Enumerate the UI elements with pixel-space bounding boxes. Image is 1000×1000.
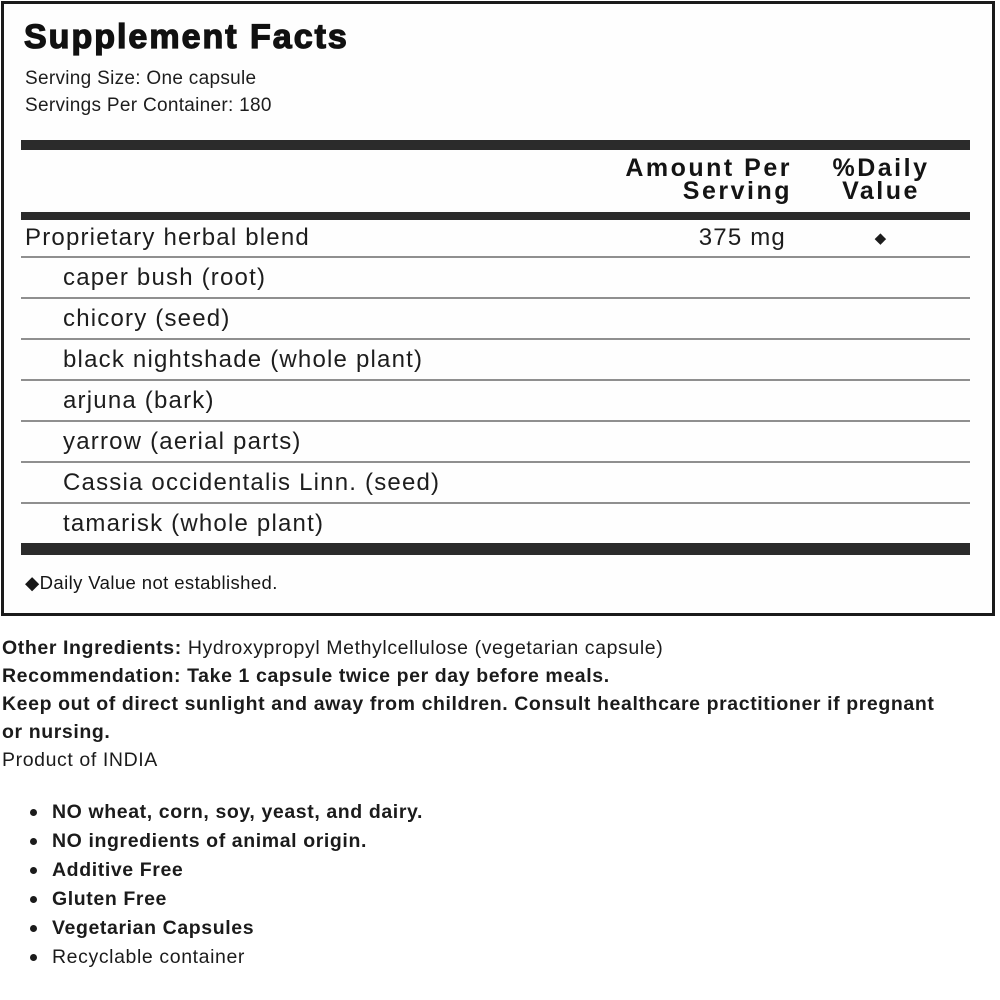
bullet-icon [30,867,37,874]
product-claims-list: NO wheat, corn, soy, yeast, and dairy. N… [2,798,994,972]
ingredient-name: Cassia occidentalis Linn. (seed) [63,468,441,496]
column-header-amount-per-serving: Amount Per Serving [625,154,792,205]
table-row: Cassia occidentalis Linn. (seed) [21,463,970,504]
divider-thick-top [21,140,970,150]
ingredient-name: yarrow (aerial parts) [63,427,302,455]
table-row: caper bush (root) [21,258,970,299]
table-row: tamarisk (whole plant) [21,504,970,543]
table-row: black nightshade (whole plant) [21,340,970,381]
warning-text: Keep out of direct sunlight and away fro… [2,693,935,743]
list-item: NO wheat, corn, soy, yeast, and dairy. [2,798,994,827]
other-ingredients-label: Other Ingredients: [2,637,182,659]
bullet-icon [30,954,37,961]
serving-size: Serving Size: One capsule [25,68,257,89]
ingredient-name: Proprietary herbal blend [25,224,310,251]
table-header-row: Amount Per Serving %Daily Value [21,150,970,212]
daily-value-footnote: ◆Daily Value not established. [25,572,278,593]
list-item: Additive Free [2,856,994,885]
additional-info-section: Other Ingredients: Hydroxypropyl Methylc… [2,634,994,972]
table-row: chicory (seed) [21,299,970,340]
list-item: Vegetarian Capsules [2,914,994,943]
divider-thick-bottom [21,543,970,555]
ingredient-name: arjuna (bark) [63,386,215,414]
ingredient-name: chicory (seed) [63,304,231,332]
bullet-icon [30,809,37,816]
servings-per-container: Servings Per Container: 180 [25,95,272,116]
bullet-icon [30,925,37,932]
recommendation-text: Recommendation: Take 1 capsule twice per… [2,665,610,687]
other-ingredients-value: Hydroxypropyl Methylcellulose (vegetaria… [181,637,664,659]
ingredient-name: caper bush (root) [63,263,267,291]
ingredient-name: tamarisk (whole plant) [63,509,325,537]
table-row: arjuna (bark) [21,381,970,422]
table-row: Proprietary herbal blend 375 mg ◆ [21,220,970,258]
ingredients-table: Amount Per Serving %Daily Value Propriet… [21,140,970,594]
ingredient-amount: 375 mg [698,224,786,251]
column-header-daily-value: %Daily Value [832,154,930,205]
divider-thick-under-header [21,212,970,220]
table-row: yarrow (aerial parts) [21,422,970,463]
ingredient-name: black nightshade (whole plant) [63,345,424,373]
bullet-icon [30,838,37,845]
list-item: NO ingredients of animal origin. [2,827,994,856]
list-item: Recyclable container [2,943,994,972]
product-origin: Product of INDIA [2,749,158,771]
panel-title: Supplement Facts [23,17,349,56]
list-item: Gluten Free [2,885,994,914]
bullet-icon [30,896,37,903]
other-ingredients: Other Ingredients: Hydroxypropyl Methylc… [2,634,994,662]
supplement-facts-panel: Supplement Facts Serving Size: One capsu… [1,1,995,616]
daily-value-diamond-icon: ◆ [874,230,888,247]
